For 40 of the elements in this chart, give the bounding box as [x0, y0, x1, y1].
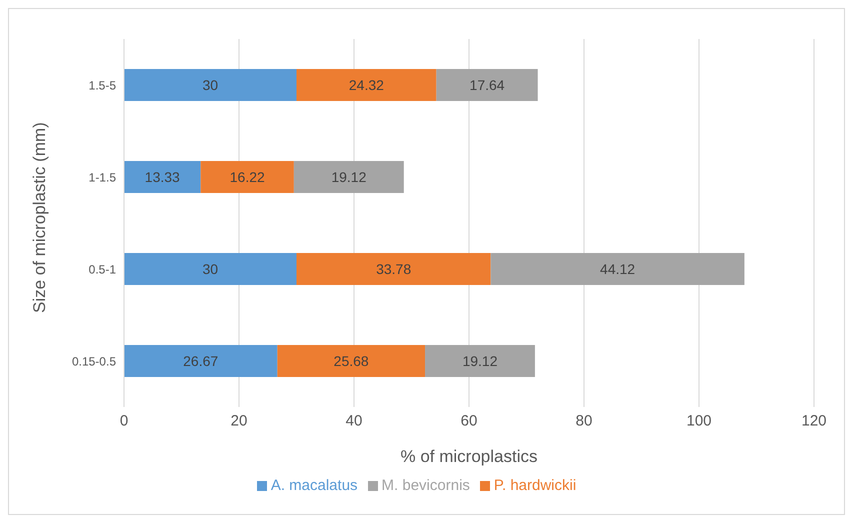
data-label: 13.33	[144, 168, 180, 185]
data-label: 16.22	[230, 168, 266, 185]
legend-label: A. macalatus	[270, 477, 358, 494]
y-tick-label: 1-1.5	[88, 170, 116, 184]
data-label: 26.67	[183, 352, 218, 369]
data-label: 44.12	[600, 260, 636, 277]
bar	[124, 253, 296, 285]
x-tick-label: 40	[346, 412, 362, 430]
data-label: 30	[202, 260, 218, 277]
y-axis-title: Size of microplastic (mm)	[30, 122, 50, 313]
data-label: 30	[202, 76, 218, 93]
y-tick-label: 0.5-1	[88, 262, 116, 276]
bar	[294, 161, 404, 193]
bar	[296, 253, 491, 285]
x-tick-label: 100	[686, 412, 712, 430]
data-label: 33.78	[376, 260, 412, 277]
data-label: 24.32	[348, 76, 384, 93]
data-label: 17.64	[470, 76, 505, 93]
y-tick-label: 1.5-5	[88, 78, 116, 92]
bar	[124, 161, 201, 193]
bar	[425, 345, 535, 377]
y-tick-label: 0.15-0.5	[72, 354, 116, 368]
legend-label: M. bevicornis	[382, 477, 470, 494]
bar	[277, 345, 426, 377]
bar	[436, 69, 538, 101]
bar	[490, 253, 744, 285]
x-tick-label: 60	[460, 412, 478, 430]
bar	[124, 345, 278, 377]
x-tick-label: 120	[801, 412, 827, 430]
data-label: 25.68	[334, 352, 369, 369]
x-tick-label: 0	[120, 412, 128, 430]
bar	[124, 69, 296, 101]
data-label: 19.12	[462, 352, 498, 369]
bar	[200, 161, 294, 193]
data-label: 19.12	[331, 168, 367, 185]
x-tick-label: 80	[576, 412, 592, 430]
legend-label: P. hardwickii	[494, 477, 576, 494]
x-axis-title: % of microplastics	[400, 447, 538, 466]
x-tick-label: 20	[230, 412, 248, 430]
bar	[296, 69, 436, 101]
